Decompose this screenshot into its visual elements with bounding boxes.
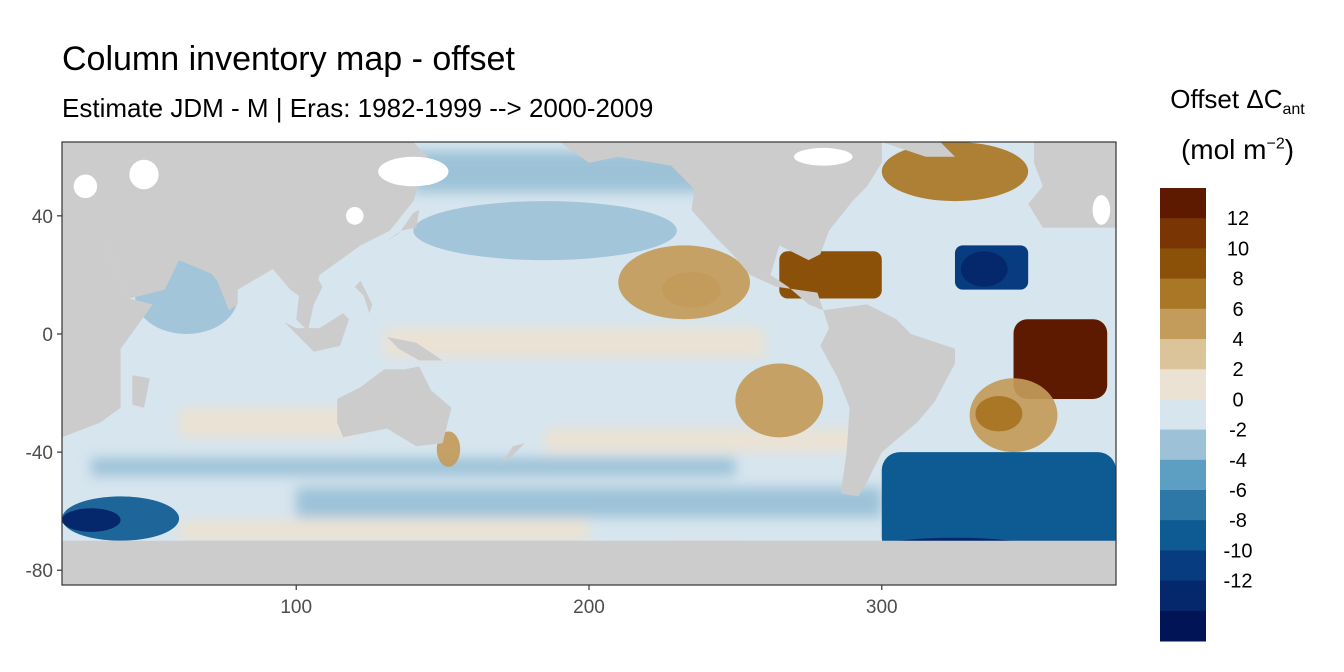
legend-bin bbox=[1160, 490, 1206, 521]
offset-band bbox=[179, 407, 355, 438]
legend-unit: (mol m−2) bbox=[1140, 134, 1335, 166]
offset-band bbox=[296, 487, 882, 518]
y-tick-label: 0 bbox=[42, 325, 53, 346]
background-bands bbox=[91, 150, 882, 541]
land-indochina bbox=[287, 271, 323, 331]
offset-band bbox=[384, 328, 765, 358]
land-north-america bbox=[559, 142, 882, 311]
anomaly-region bbox=[413, 201, 677, 261]
legend-bin bbox=[1160, 610, 1206, 642]
legend-tick-label: -12 bbox=[1224, 571, 1253, 593]
land-masses bbox=[62, 142, 1116, 585]
anomaly-core bbox=[960, 251, 1008, 287]
land-south-america bbox=[820, 304, 955, 497]
legend-tick-label: 2 bbox=[1232, 359, 1243, 381]
legend-tick-label: -6 bbox=[1229, 480, 1247, 502]
legend-bin bbox=[1160, 308, 1206, 340]
nodata-patch bbox=[73, 174, 98, 199]
legend-colorbar: 12 10 8 6 4 2 0 -2 -4 -6 -8 -10 -12 bbox=[1160, 188, 1252, 642]
land-madagascar bbox=[132, 375, 150, 408]
nodata-patch bbox=[129, 159, 159, 190]
legend-tick-label: -2 bbox=[1229, 420, 1247, 442]
legend-unit-exponent: −2 bbox=[1266, 135, 1285, 153]
anomaly-region bbox=[881, 142, 1029, 202]
x-tick-label: 300 bbox=[866, 597, 898, 618]
legend-title: Offset ΔCant bbox=[1140, 84, 1335, 119]
x-tick-label: 100 bbox=[280, 597, 312, 618]
offset-anomalies bbox=[62, 142, 1116, 559]
legend-tick-label: 12 bbox=[1227, 208, 1249, 230]
legend-tick-label: 0 bbox=[1232, 389, 1243, 411]
offset-band bbox=[91, 458, 736, 476]
land-india bbox=[202, 260, 262, 311]
chart-title: Column inventory map - offset bbox=[62, 40, 515, 78]
map-panel bbox=[62, 142, 1116, 585]
legend-bin bbox=[1160, 218, 1206, 249]
anomaly-core bbox=[975, 395, 1023, 432]
y-tick-label: 40 bbox=[32, 207, 53, 228]
anomaly-region bbox=[735, 363, 824, 438]
anomaly-core bbox=[662, 271, 721, 308]
legend-tick-label: 8 bbox=[1232, 269, 1243, 291]
legend-bin bbox=[1160, 278, 1206, 310]
legend-title-subscript: ant bbox=[1282, 101, 1305, 119]
land-nz bbox=[492, 443, 525, 470]
anomaly-region bbox=[779, 251, 882, 299]
land-new-guinea bbox=[387, 336, 443, 361]
x-tick-label: 200 bbox=[573, 597, 605, 618]
legend-bin bbox=[1160, 550, 1206, 582]
anomaly-core bbox=[62, 508, 121, 532]
offset-band bbox=[179, 520, 589, 541]
legend-tick-label: -4 bbox=[1229, 450, 1247, 472]
legend-tick-label: 10 bbox=[1227, 238, 1249, 260]
legend-tick-label: -10 bbox=[1224, 540, 1253, 562]
legend-unit-suffix: ) bbox=[1284, 134, 1295, 165]
nodata-patch bbox=[793, 147, 853, 166]
land-greenland bbox=[881, 142, 955, 157]
anomaly-region bbox=[1013, 319, 1108, 399]
legend-tick-label: -8 bbox=[1229, 510, 1247, 532]
land-antarctica bbox=[62, 540, 1116, 585]
land-japan bbox=[384, 209, 420, 243]
offset-band bbox=[545, 428, 882, 453]
land-philippines bbox=[354, 280, 373, 314]
legend-bin bbox=[1160, 339, 1206, 370]
legend-bin bbox=[1160, 399, 1206, 431]
y-tick-label: -80 bbox=[26, 561, 53, 582]
land-sumatra-borneo bbox=[284, 313, 349, 352]
nodata-patch bbox=[345, 206, 364, 225]
legend-title-prefix: Offset ΔC bbox=[1170, 84, 1283, 114]
legend-tick-label: 6 bbox=[1232, 299, 1243, 321]
legend-bin bbox=[1160, 520, 1206, 551]
legend-unit-prefix: (mol m bbox=[1180, 134, 1267, 165]
land-australia bbox=[337, 366, 452, 447]
legend-tick-label: 4 bbox=[1232, 329, 1243, 351]
chart-subtitle: Estimate JDM - M | Eras: 1982-1999 --> 2… bbox=[62, 93, 654, 123]
legend-bin bbox=[1160, 580, 1206, 612]
anomaly-region bbox=[881, 452, 1116, 556]
legend-bin bbox=[1160, 369, 1206, 400]
legend-bin bbox=[1160, 459, 1206, 491]
legend-bin bbox=[1160, 248, 1206, 280]
legend-bin bbox=[1160, 429, 1206, 461]
legend-bin bbox=[1160, 188, 1206, 219]
nodata-patch bbox=[378, 156, 449, 187]
land-africa bbox=[62, 215, 153, 438]
nodata-patch bbox=[1092, 195, 1111, 225]
y-tick-label: -40 bbox=[26, 443, 53, 464]
